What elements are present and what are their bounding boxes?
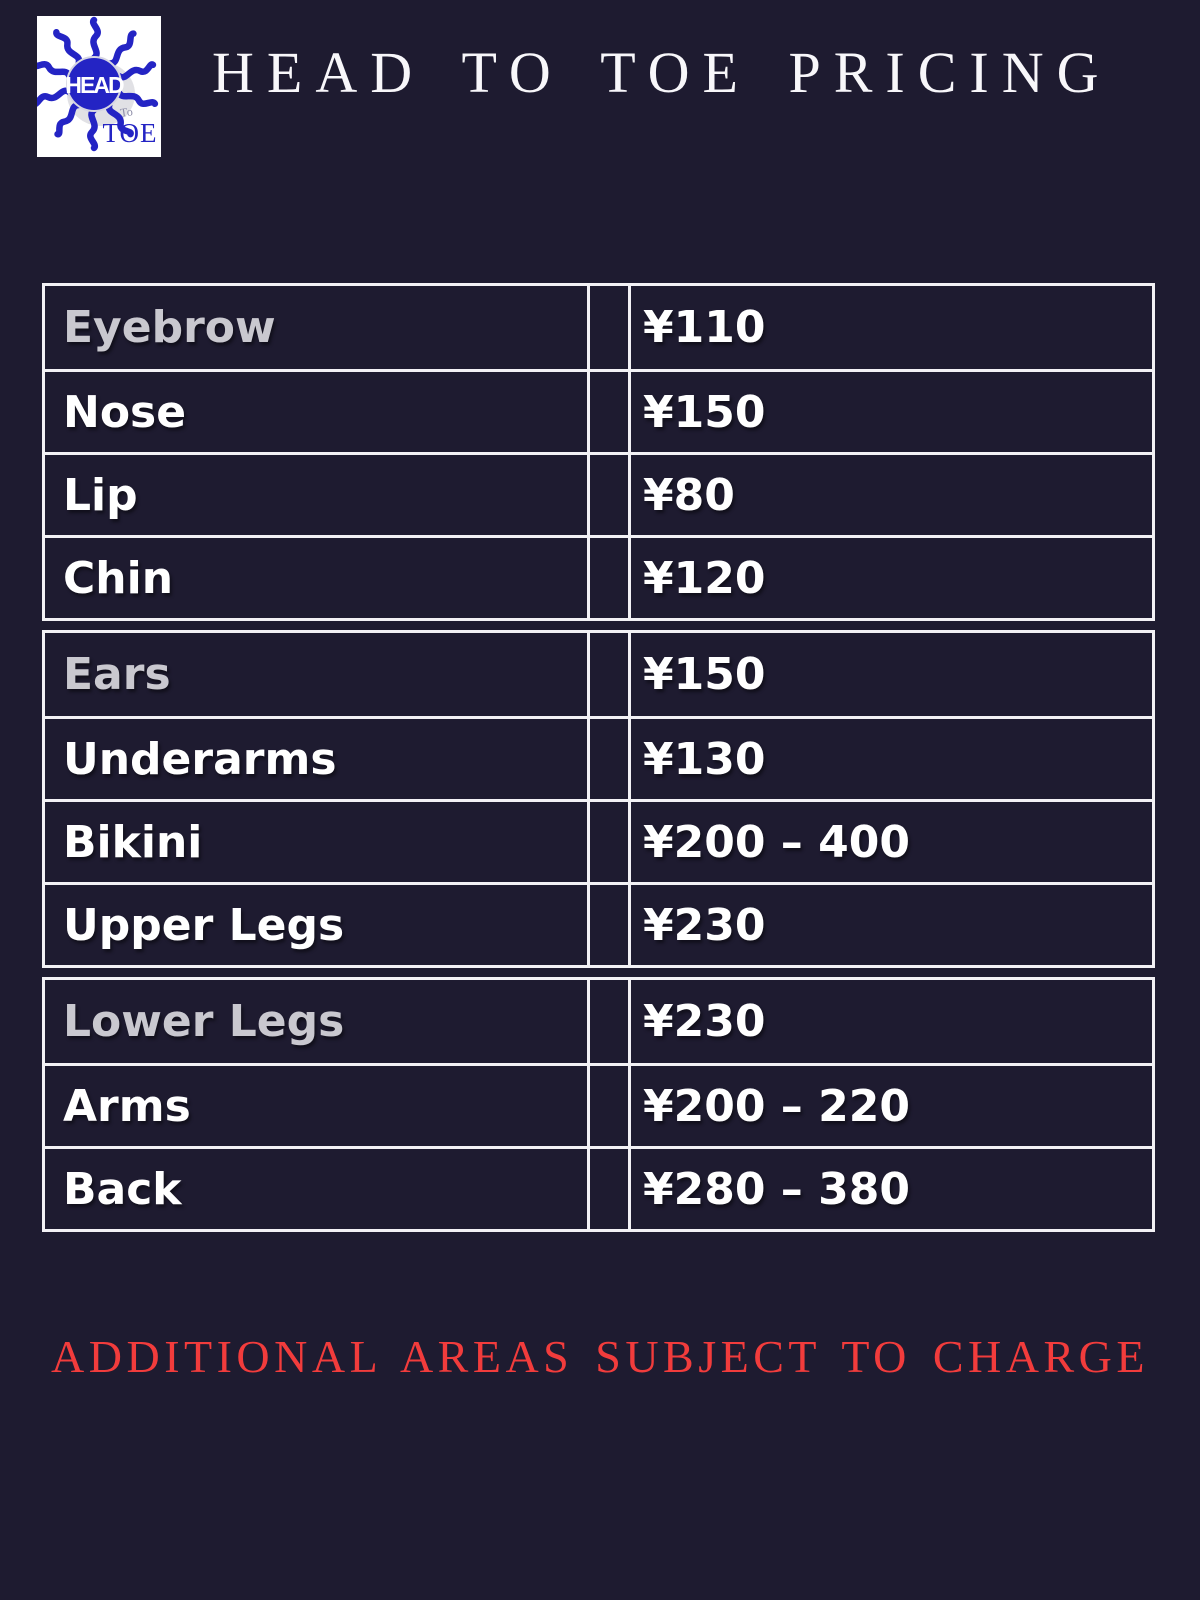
- table-row: Chin ¥120: [45, 535, 1152, 618]
- additional-areas-notice: ADDITIONAL AREAS SUBJECT TO CHARGE: [51, 1331, 1149, 1382]
- spacer-cell: [590, 633, 631, 716]
- service-label: Nose: [45, 372, 590, 452]
- logo-word-to: To: [119, 104, 133, 120]
- spacer-cell: [590, 538, 631, 618]
- table-row: Lip ¥80: [45, 452, 1152, 535]
- spacer-cell: [590, 1149, 631, 1229]
- service-label: Lip: [45, 455, 590, 535]
- service-label: Upper Legs: [45, 885, 590, 965]
- service-label: Arms: [45, 1066, 590, 1146]
- table-row: Ears ¥150: [45, 633, 1152, 716]
- service-label: Back: [45, 1149, 590, 1229]
- spacer-cell: [590, 372, 631, 452]
- table-row: Back ¥280 – 380: [45, 1146, 1152, 1229]
- service-price: ¥200 – 220: [643, 1080, 910, 1132]
- pricing-table: Eyebrow ¥110 Nose ¥150 Lip ¥80 Chin ¥120…: [42, 283, 1155, 1232]
- spacer-cell: [590, 885, 631, 965]
- logo-word-toe: TOE: [103, 118, 158, 148]
- service-price: ¥230: [643, 996, 766, 1047]
- spacer-cell: [590, 455, 631, 535]
- service-label: Ears: [45, 633, 590, 716]
- service-price: ¥80: [643, 469, 735, 521]
- service-label: Lower Legs: [45, 980, 590, 1063]
- service-label: Bikini: [45, 802, 590, 882]
- service-price: ¥150: [643, 386, 766, 438]
- service-label: Eyebrow: [45, 286, 590, 369]
- table-row: Nose ¥150: [45, 369, 1152, 452]
- service-label: Chin: [45, 538, 590, 618]
- spacer-cell: [590, 1066, 631, 1146]
- header: HEAD To TOE HEAD TO TOE PRICING: [0, 0, 1200, 180]
- table-row: Eyebrow ¥110: [45, 286, 1152, 369]
- pricing-table-group-3: Lower Legs ¥230 Arms ¥200 – 220 Back ¥28…: [42, 977, 1155, 1232]
- table-row: Upper Legs ¥230: [45, 882, 1152, 965]
- sun-logo-icon: HEAD To TOE: [37, 16, 161, 157]
- service-price: ¥110: [643, 302, 766, 353]
- spacer-cell: [590, 802, 631, 882]
- pricing-table-group-2: Ears ¥150 Underarms ¥130 Bikini ¥200 – 4…: [42, 630, 1155, 968]
- service-price: ¥280 – 380: [643, 1163, 910, 1215]
- service-price: ¥150: [643, 649, 766, 700]
- service-label: Underarms: [45, 719, 590, 799]
- table-row: Lower Legs ¥230: [45, 980, 1152, 1063]
- pricing-table-group-1: Eyebrow ¥110 Nose ¥150 Lip ¥80 Chin ¥120: [42, 283, 1155, 621]
- logo-word-head: HEAD: [65, 72, 124, 98]
- service-price: ¥200 – 400: [643, 816, 910, 868]
- service-price: ¥230: [643, 899, 766, 951]
- table-row: Underarms ¥130: [45, 716, 1152, 799]
- spacer-cell: [590, 719, 631, 799]
- page-title: HEAD TO TOE PRICING: [212, 40, 1112, 105]
- service-price: ¥130: [643, 733, 766, 785]
- head-to-toe-logo: HEAD To TOE: [37, 16, 161, 157]
- service-price: ¥120: [643, 552, 766, 604]
- table-row: Arms ¥200 – 220: [45, 1063, 1152, 1146]
- spacer-cell: [590, 286, 631, 369]
- table-row: Bikini ¥200 – 400: [45, 799, 1152, 882]
- spacer-cell: [590, 980, 631, 1063]
